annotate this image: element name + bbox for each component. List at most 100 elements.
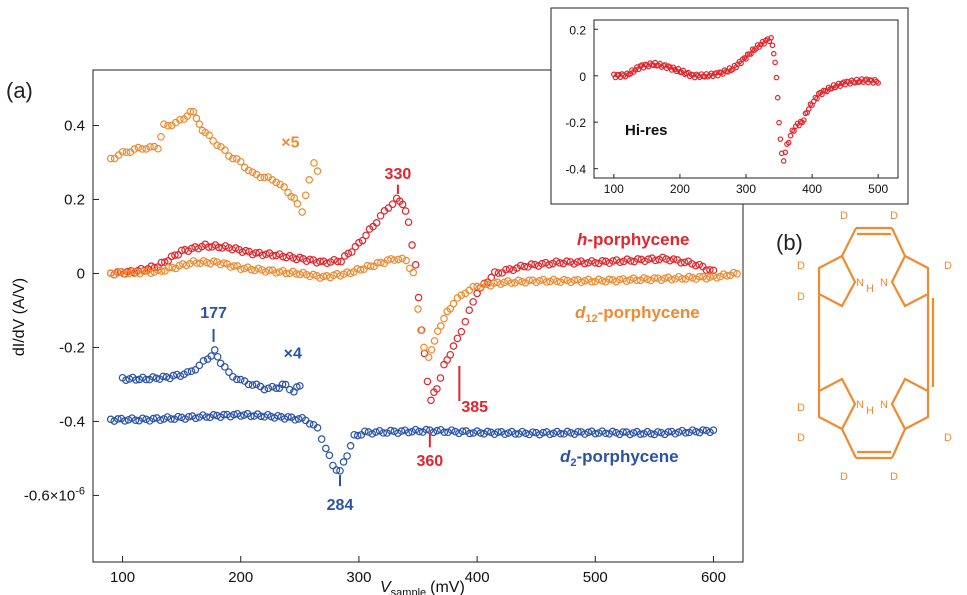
data-point — [404, 428, 413, 437]
bridge-br — [890, 428, 907, 459]
data-point — [433, 426, 441, 435]
data-point — [274, 411, 282, 420]
data-point — [346, 269, 355, 278]
data-point — [220, 410, 228, 419]
data-point — [252, 380, 261, 389]
data-point — [640, 274, 648, 282]
data-point — [507, 279, 516, 287]
data-point — [306, 255, 314, 264]
inset-chart: 0.2 0 -0.2 -0.4 100 200 300 400 500 Hi-res — [550, 7, 909, 205]
data-point — [658, 253, 667, 262]
data-point — [191, 366, 200, 374]
data-point — [187, 367, 196, 376]
data-point — [525, 276, 533, 285]
data-point — [313, 167, 322, 175]
data-point — [427, 345, 436, 354]
data-point — [616, 258, 624, 267]
bridge-tl — [841, 227, 857, 257]
annotation-label: 177 — [200, 305, 227, 322]
data-point — [192, 114, 201, 123]
data-point — [262, 250, 270, 259]
x-tick-label: 600 — [701, 569, 726, 586]
data-point — [199, 357, 208, 365]
data-point — [504, 429, 513, 437]
data-point — [580, 259, 589, 268]
pyrrole-top-left — [817, 254, 857, 308]
data-point — [195, 361, 204, 370]
data-point — [678, 274, 686, 283]
annotation-label: ×5 — [281, 135, 299, 152]
annotation-label: ×4 — [284, 346, 302, 363]
data-point — [814, 95, 820, 102]
data-point — [154, 144, 162, 153]
data-point — [232, 375, 241, 384]
data-point — [598, 257, 607, 265]
legend-h-porphycene: h-porphycene — [577, 230, 689, 249]
data-point — [157, 267, 166, 276]
nitrogen-label: N — [880, 399, 888, 411]
y-axis-title: dI/dV (A/V) — [11, 278, 28, 356]
data-point — [446, 350, 455, 359]
data-point — [309, 270, 318, 279]
data-point — [662, 255, 670, 263]
data-point — [323, 259, 331, 268]
y-tick-label: 0.2 — [64, 191, 85, 208]
data-point — [401, 207, 410, 215]
data-point — [174, 412, 182, 421]
data-point — [691, 261, 700, 270]
data-point — [156, 416, 165, 424]
data-point — [777, 136, 784, 142]
data-point — [366, 262, 375, 270]
x-axis-title: Vsample (mV) — [380, 579, 465, 595]
data-point — [149, 373, 157, 381]
nitrogen-label: N — [856, 399, 864, 411]
data-point — [139, 267, 148, 276]
molecule-structure — [817, 226, 935, 460]
data-point — [591, 429, 600, 438]
data-point — [626, 430, 634, 439]
data-point — [268, 382, 277, 391]
data-point — [660, 274, 669, 283]
data-point — [221, 146, 229, 155]
data-point — [236, 375, 245, 384]
data-point — [598, 277, 607, 285]
data-point — [591, 258, 600, 267]
data-point — [473, 289, 481, 298]
data-point — [538, 259, 546, 268]
data-point — [458, 427, 467, 436]
data-point — [305, 176, 314, 184]
data-point — [427, 396, 435, 405]
data-point — [573, 258, 582, 266]
data-point — [114, 415, 122, 423]
data-point — [518, 277, 526, 286]
data-point — [130, 145, 139, 153]
annotation-label: 385 — [461, 399, 488, 416]
data-point — [669, 255, 678, 263]
data-point — [164, 263, 173, 272]
legend-h-rest: -porphycene — [587, 230, 689, 249]
data-point — [160, 120, 168, 129]
x-tick-label: 400 — [465, 569, 490, 586]
data-point — [142, 415, 150, 424]
panel-label-b: (b) — [776, 230, 803, 255]
y-tick-label: -0.4 — [565, 163, 586, 177]
data-point — [699, 426, 707, 434]
data-point — [423, 377, 432, 386]
data-point — [293, 199, 302, 208]
deuterium-label: D — [890, 210, 898, 222]
data-point — [157, 132, 165, 141]
data-point — [729, 268, 738, 277]
data-point — [440, 428, 449, 437]
y-tick-label: -0.4 — [59, 413, 85, 430]
legend-d2-porphycene: d2-porphycene — [560, 447, 679, 469]
data-point — [748, 51, 754, 57]
legend-d12-porphycene: d12-porphycene — [575, 303, 700, 325]
data-point — [449, 299, 458, 308]
data-point — [384, 204, 393, 212]
annotation-label: 330 — [385, 166, 412, 183]
data-point — [272, 269, 280, 277]
data-point — [376, 211, 385, 220]
data-point — [535, 276, 544, 285]
pyrrole-bottom-right — [890, 377, 930, 431]
deuterium-label: D — [797, 402, 805, 414]
